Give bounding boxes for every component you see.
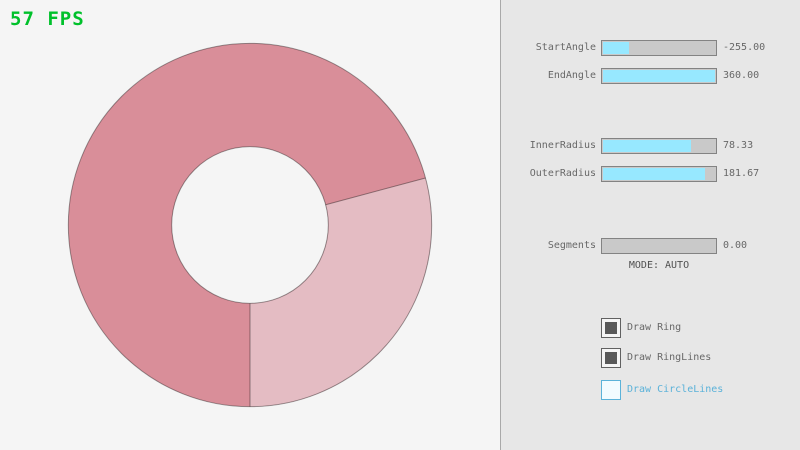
segments-label: Segments xyxy=(547,240,596,251)
slider-row-segments: Segments 0.00 xyxy=(501,238,800,254)
control-panel: StartAngle -255.00 EndAngle 360.00 Inner… xyxy=(500,0,800,450)
startangle-value: -255.00 xyxy=(723,42,766,53)
endangle-slider[interactable] xyxy=(601,68,717,84)
startangle-label: StartAngle xyxy=(535,42,596,53)
ring-hole xyxy=(171,146,329,304)
draw-ring-checkbox[interactable] xyxy=(601,318,621,338)
endangle-label: EndAngle xyxy=(547,70,596,81)
slider-row-outerradius: OuterRadius 181.67 xyxy=(501,166,800,182)
ring-canvas xyxy=(67,42,433,408)
checkbox-row-draw-ringlines[interactable]: Draw RingLines xyxy=(601,348,781,368)
innerradius-slider-fill xyxy=(603,140,692,152)
ring-radial-lines xyxy=(249,177,426,407)
checkbox-row-draw-circlelines[interactable]: Draw CircleLines xyxy=(601,380,781,400)
outerradius-value: 181.67 xyxy=(723,168,760,179)
segments-slider[interactable] xyxy=(601,238,717,254)
endangle-value: 360.00 xyxy=(723,70,760,81)
segments-mode-text: MODE: AUTO xyxy=(628,260,690,271)
outerradius-slider[interactable] xyxy=(601,166,717,182)
endangle-slider-fill xyxy=(603,70,715,82)
ring-inner-line xyxy=(171,146,329,304)
draw-circlelines-label: Draw CircleLines xyxy=(627,384,724,395)
checkmark-fill xyxy=(605,352,617,364)
draw-ringlines-checkbox[interactable] xyxy=(601,348,621,368)
draw-ringlines-label: Draw RingLines xyxy=(627,352,712,363)
innerradius-value: 78.33 xyxy=(723,140,754,151)
ring-light-sector xyxy=(250,177,432,407)
segments-value: 0.00 xyxy=(723,240,748,251)
outerradius-slider-fill xyxy=(603,168,705,180)
outerradius-label: OuterRadius xyxy=(529,168,596,179)
checkbox-row-draw-ring[interactable]: Draw Ring xyxy=(601,318,781,338)
slider-row-innerradius: InnerRadius 78.33 xyxy=(501,138,800,154)
startangle-slider[interactable] xyxy=(601,40,717,56)
fps-counter: 57 FPS xyxy=(10,8,85,30)
startangle-slider-fill xyxy=(603,42,629,54)
innerradius-label: InnerRadius xyxy=(529,140,596,151)
ring-outer-line xyxy=(67,42,433,408)
slider-row-startangle: StartAngle -255.00 xyxy=(501,40,800,56)
innerradius-slider[interactable] xyxy=(601,138,717,154)
draw-circlelines-checkbox[interactable] xyxy=(601,380,621,400)
slider-row-endangle: EndAngle 360.00 xyxy=(501,68,800,84)
checkmark-fill xyxy=(605,322,617,334)
draw-ring-label: Draw Ring xyxy=(627,322,682,333)
